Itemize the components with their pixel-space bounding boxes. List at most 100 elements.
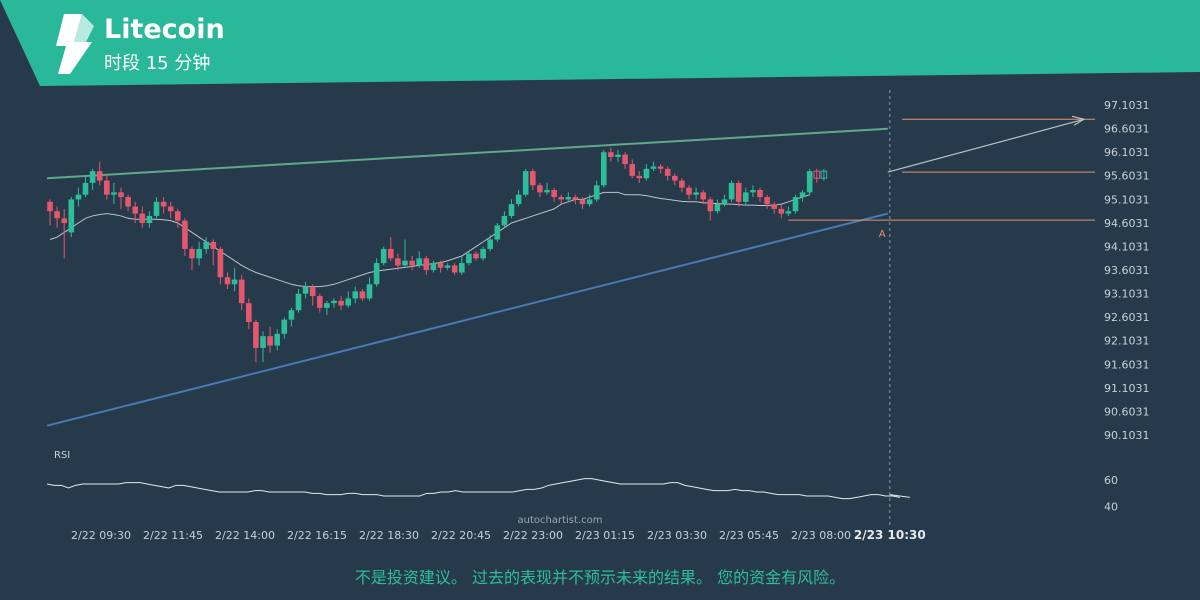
candle	[650, 161, 657, 172]
candle	[636, 171, 643, 183]
candle-body	[331, 300, 337, 304]
candle-body	[799, 192, 806, 198]
candle	[657, 164, 664, 174]
pattern-lines: A	[46, 90, 1095, 528]
candle	[153, 197, 160, 219]
banner-shape	[0, 0, 1200, 86]
candle-body	[714, 204, 721, 212]
candle-body	[508, 204, 515, 216]
candle	[693, 187, 699, 200]
candle-body	[274, 333, 280, 346]
candle	[409, 256, 415, 271]
candle-body	[792, 197, 799, 212]
candle-body	[388, 248, 394, 259]
candle	[537, 182, 543, 198]
candle	[728, 180, 735, 202]
disclaimer: 不是投资建议。 过去的表现并不预示未来的结果。 您的资金有风险。	[354, 568, 846, 587]
candle-body	[260, 336, 266, 348]
candle	[366, 277, 373, 301]
y-tick-label: 93.1031	[1104, 288, 1150, 301]
candle	[735, 180, 742, 207]
candle	[480, 246, 486, 261]
candle	[750, 185, 756, 198]
candle-body	[175, 211, 181, 221]
rsi-line	[46, 478, 900, 500]
candle	[714, 199, 721, 214]
candle	[196, 241, 202, 266]
candle-body	[196, 248, 202, 259]
price-chart: 97.1031 96.6031 96.1031 95.6031 95.1031 94.60…	[46, 90, 1150, 542]
candle-body	[451, 265, 458, 273]
candle-body	[494, 225, 501, 240]
candle	[224, 272, 231, 290]
candle	[388, 237, 394, 261]
candle	[608, 147, 614, 162]
candle-body	[657, 166, 664, 169]
candle	[508, 199, 515, 219]
candle	[395, 253, 401, 271]
candle-body	[302, 286, 309, 294]
candle-body	[771, 204, 777, 209]
candle-body	[132, 206, 138, 214]
pattern-marker-a: A	[879, 229, 886, 240]
candle-body	[267, 336, 273, 346]
candle-body	[622, 154, 628, 165]
candle	[487, 234, 493, 252]
candle-body	[395, 258, 401, 266]
x-tick-label: 2/22 14:00	[215, 529, 275, 542]
x-tick-label: 2/22 09:30	[71, 529, 131, 542]
candle	[515, 190, 522, 207]
candle-body	[139, 213, 146, 224]
candle-body	[352, 291, 359, 299]
candle-body	[806, 171, 813, 193]
candle-body	[586, 199, 593, 205]
candle	[373, 258, 380, 287]
candle-body	[530, 171, 536, 186]
candle-body	[721, 199, 728, 205]
candle	[423, 256, 430, 275]
candle	[104, 175, 110, 200]
candle	[160, 197, 167, 214]
y-tick-label: 93.6031	[1104, 264, 1150, 277]
x-tick-label: 2/23 08:00	[791, 529, 851, 542]
y-tick-label: 91.1031	[1104, 382, 1150, 395]
candle-body	[54, 211, 60, 219]
watermark: autochartist.com	[518, 515, 603, 526]
candle	[54, 206, 60, 228]
candle-body	[735, 182, 742, 202]
candle	[686, 185, 692, 200]
candle	[664, 166, 671, 181]
candle	[288, 307, 295, 327]
candle-body	[345, 298, 351, 306]
candle	[629, 159, 635, 179]
candle-body	[813, 170, 821, 179]
candle-body	[146, 215, 153, 224]
candle	[572, 194, 579, 205]
candle-body	[96, 171, 103, 181]
candle-body	[565, 197, 572, 200]
candle-body	[182, 220, 188, 249]
candle	[146, 211, 153, 228]
x-tick-label: 2/23 01:15	[575, 529, 635, 542]
candle-body	[359, 291, 366, 299]
candle-body	[572, 197, 579, 200]
candle	[118, 187, 124, 209]
candle	[757, 187, 763, 202]
candle	[274, 329, 280, 351]
candle-body	[579, 199, 586, 205]
candle-body	[650, 166, 657, 169]
candle-body	[615, 154, 621, 158]
candle-body	[664, 168, 671, 176]
candle-body	[153, 201, 160, 216]
candle-body	[743, 192, 749, 202]
candle	[778, 204, 785, 219]
candle	[615, 149, 621, 162]
candle	[643, 164, 650, 181]
candle-body	[238, 279, 245, 304]
candle-body	[373, 263, 380, 285]
candle-body	[501, 215, 508, 226]
candle	[331, 298, 337, 308]
candle	[530, 168, 536, 191]
candle-body	[679, 180, 685, 188]
candle	[96, 161, 103, 186]
